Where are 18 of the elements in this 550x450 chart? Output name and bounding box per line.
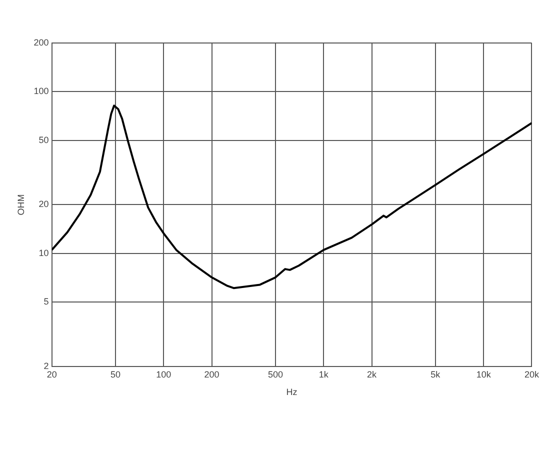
x-tick-label: 200 [204,369,220,380]
x-tick-label: 20k [524,369,540,380]
x-tick-label: 10k [476,369,492,380]
x-tick-label: 500 [268,369,283,380]
x-tick-label: 50 [110,369,120,380]
y-tick-label: 100 [34,86,49,96]
y-tick-label: 10 [38,248,49,258]
x-tick-label: 2k [367,369,378,380]
y-tick-label: 200 [34,37,49,48]
x-axis-title: Hz [286,387,298,398]
y-tick-label: 2 [44,360,49,371]
y-axis-title: OHM [16,194,26,216]
x-tick-label: 100 [156,369,172,380]
y-tick-label: 20 [38,199,49,210]
y-tick-label: 50 [38,134,49,145]
x-tick-label: 5k [430,369,441,380]
x-tick-label: 1k [318,369,329,380]
y-tick-label: 5 [44,296,49,307]
